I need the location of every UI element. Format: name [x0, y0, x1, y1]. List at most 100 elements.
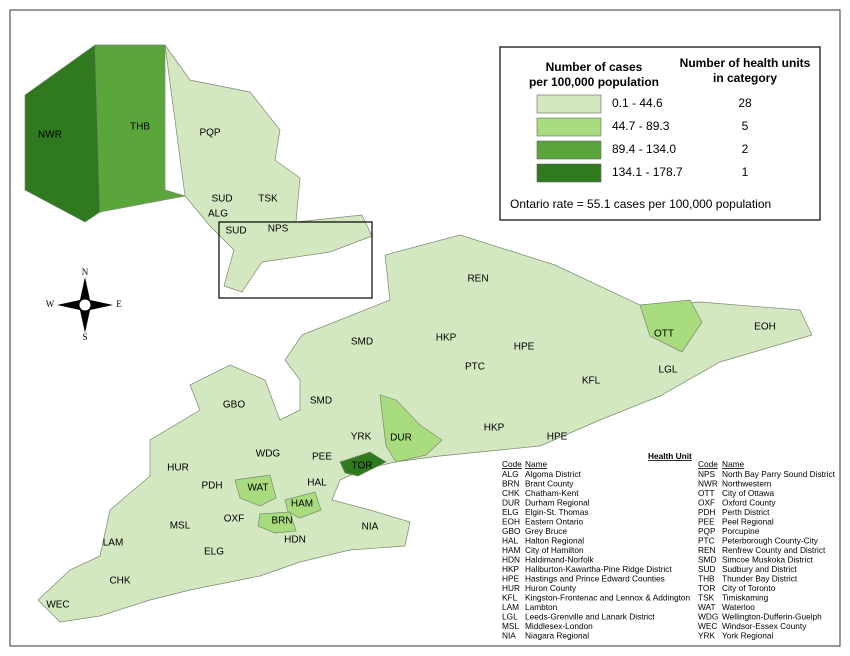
unit-name: Lambton: [525, 602, 558, 612]
unit-code: LGL: [502, 612, 518, 622]
legend-header: Number of health units: [680, 56, 811, 70]
region-label: SUD: [211, 194, 232, 205]
compass-label: W: [46, 299, 55, 309]
legend: Number of cases per 100,000 population N…: [499, 46, 821, 221]
region-label: SMD: [310, 396, 332, 407]
region-label: PQP: [199, 128, 220, 139]
unit-name: Windsor-Essex County: [722, 621, 807, 631]
inset-box: [218, 221, 373, 299]
unit-name: Wellington-Dufferin-Guelph: [722, 612, 822, 622]
table-header: Name: [722, 459, 745, 469]
region-label: EOH: [754, 322, 776, 333]
region-label: WEC: [46, 600, 69, 611]
unit-name: Northwestern: [722, 479, 772, 489]
unit-code: SMD: [698, 555, 716, 565]
legend-range: 0.1 - 44.6: [612, 96, 663, 110]
legend-swatch: [536, 140, 602, 160]
unit-code: YRK: [698, 631, 716, 641]
unit-code: NPS: [698, 469, 716, 479]
region-label: GBO: [223, 400, 245, 411]
region-label: REN: [467, 274, 488, 285]
legend-swatch: [536, 163, 602, 183]
region-label: OXF: [224, 514, 245, 525]
unit-name: North Bay Parry Sound District: [722, 469, 836, 479]
region-label: HAL: [307, 478, 327, 489]
region-label: HPE: [547, 432, 568, 443]
legend-range: 89.4 - 134.0: [612, 142, 676, 156]
region-label: KFL: [582, 376, 601, 387]
unit-name: Grey Bruce: [525, 526, 567, 536]
legend-swatch: [536, 117, 602, 137]
unit-name: Porcupine: [722, 526, 760, 536]
unit-code: KFL: [502, 593, 518, 603]
unit-name: Elgin-St. Thomas: [525, 507, 588, 517]
region-label: BRN: [271, 516, 292, 527]
unit-code: OXF: [698, 498, 715, 508]
unit-code: TSK: [698, 593, 715, 603]
region-label: HKP: [484, 423, 505, 434]
unit-code: WDG: [698, 612, 718, 622]
legend-header: per 100,000 population: [529, 75, 659, 89]
legend-swatch: [536, 94, 602, 114]
region: [379, 394, 443, 463]
table-header: Code: [698, 459, 718, 469]
legend-header: in category: [713, 71, 777, 85]
unit-code: PEE: [698, 517, 715, 527]
legend-header: Number of cases: [546, 60, 643, 74]
region-label: WDG: [256, 449, 281, 460]
region-label: HDN: [284, 535, 306, 546]
unit-name: Leeds-Grenville and Lanark District: [525, 612, 655, 622]
unit-name: Halton Regional: [525, 536, 584, 546]
unit-code: MSL: [502, 621, 519, 631]
region-label: TOR: [352, 461, 373, 472]
region: [639, 299, 703, 353]
region-label: TSK: [258, 194, 278, 205]
region-label: LAM: [103, 538, 124, 549]
unit-code: HKP: [502, 564, 520, 574]
region-label: PDH: [201, 481, 222, 492]
region: [284, 491, 322, 519]
table-title: Health Unit: [648, 451, 692, 461]
unit-name: Middlesex-London: [525, 621, 593, 631]
unit-name: Brant County: [525, 479, 574, 489]
region-label: PEE: [312, 452, 332, 463]
legend-range: 44.7 - 89.3: [612, 119, 670, 133]
unit-name: Thunder Bay District: [722, 574, 798, 584]
unit-name: Perth District: [722, 507, 770, 517]
unit-name: Durham Regional: [525, 498, 590, 508]
unit-name: Algoma District: [525, 469, 581, 479]
unit-name: Simcoe Muskoka District: [722, 555, 814, 565]
unit-name: Sudbury and District: [722, 564, 797, 574]
region-label: LGL: [659, 365, 678, 376]
unit-name: Renfrew County and District: [722, 545, 826, 555]
main-map: [37, 234, 813, 623]
unit-name: City of Toronto: [722, 583, 776, 593]
region: [339, 451, 387, 477]
unit-name: Niagara Regional: [525, 631, 589, 641]
unit-name: Oxford County: [722, 498, 776, 508]
region-label: OTT: [654, 329, 674, 340]
unit-code: SUD: [698, 564, 716, 574]
legend-count: 5: [742, 119, 749, 133]
region-label: ELG: [204, 547, 224, 558]
unit-code: DUR: [502, 498, 520, 508]
unit-code: HAM: [502, 545, 521, 555]
unit-code: THB: [698, 574, 715, 584]
region-label: YRK: [351, 432, 372, 443]
unit-code: HAL: [502, 536, 519, 546]
unit-name: City of Ottawa: [722, 488, 774, 498]
ontario-rate: Ontario rate = 55.1 cases per 100,000 po…: [510, 197, 771, 211]
unit-name: Peel Regional: [722, 517, 774, 527]
unit-code: BRN: [502, 479, 520, 489]
unit-name: Hastings and Prince Edward Counties: [525, 574, 665, 584]
region: [234, 474, 277, 507]
table-header: Code: [502, 459, 522, 469]
region-label: SUD: [225, 226, 246, 237]
unit-code: ELG: [502, 507, 519, 517]
unit-code: PQP: [698, 526, 716, 536]
compass-label: N: [82, 267, 89, 277]
unit-name: Haliburton-Kawartha-Pine Ridge District: [525, 564, 672, 574]
unit-code: HDN: [502, 555, 520, 565]
